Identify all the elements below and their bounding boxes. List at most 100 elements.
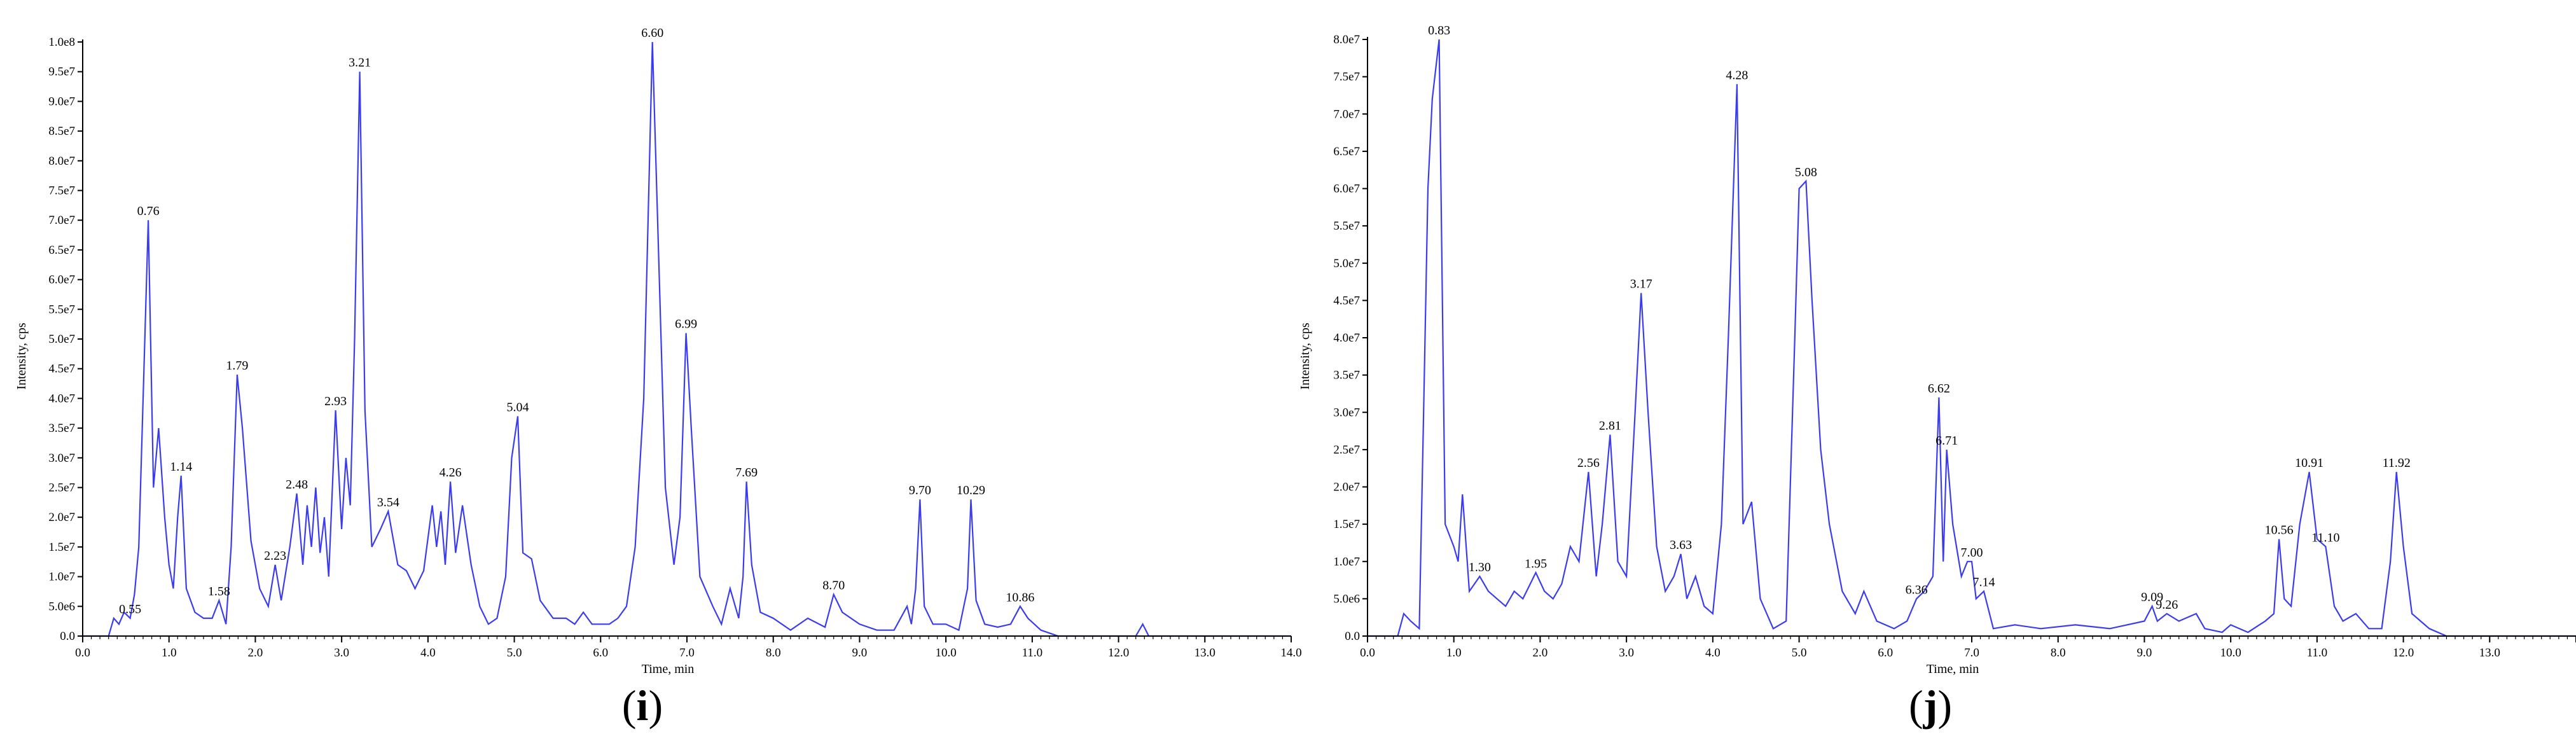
y-tick-label: 2.5e7 bbox=[1333, 443, 1360, 457]
x-axis-label: Time, min bbox=[642, 662, 695, 676]
peak-label: 1.14 bbox=[170, 460, 192, 474]
x-tick-label: 13.0 bbox=[1195, 646, 1215, 660]
peak-label: 8.70 bbox=[822, 579, 845, 593]
peak-label: 11.92 bbox=[2383, 456, 2411, 470]
peak-label: 2.93 bbox=[324, 394, 347, 408]
y-tick-label: 7.0e7 bbox=[1333, 107, 1360, 121]
x-axis-ticks: 0.0 1.0 2.0 3.0 4.0 5.0 6.0 7.0 8.0 9.0 10.0 11.0 12… bbox=[1360, 636, 2576, 660]
y-tick-label: 3.5e7 bbox=[1333, 369, 1360, 382]
x-axis-label: Time, min bbox=[1927, 662, 1979, 676]
x-tick-label: 1.0 bbox=[162, 646, 177, 660]
y-tick-label: 5.0e6 bbox=[1333, 592, 1360, 606]
x-tick-label: 4.0 bbox=[1705, 646, 1721, 660]
peak-label: 6.99 bbox=[675, 317, 697, 331]
y-tick-label: 9.0e7 bbox=[48, 95, 75, 108]
panel-label-i: (i) bbox=[621, 681, 663, 730]
peak-labels: 0.83 1.30 1.95 2.56 2.81 3.17 3.63 4.28 5.08 6.36… bbox=[1428, 24, 2411, 612]
x-tick-label: 11.0 bbox=[2307, 646, 2328, 660]
peak-label: 3.54 bbox=[377, 495, 399, 509]
x-tick-label: 14.0 bbox=[1280, 646, 1301, 660]
x-tick-label: 9.0 bbox=[852, 646, 868, 660]
y-tick-label: 7.5e7 bbox=[1333, 71, 1360, 84]
x-tick-label: 1.0 bbox=[1446, 646, 1462, 660]
x-tick-label: 12.0 bbox=[2393, 646, 2414, 660]
peak-label: 3.17 bbox=[1630, 277, 1652, 291]
x-tick-label: 7.0 bbox=[679, 646, 695, 660]
peak-label: 7.14 bbox=[1973, 576, 1995, 590]
panel-label-j: (j) bbox=[1909, 681, 1952, 730]
x-tick-label: 0.0 bbox=[75, 646, 90, 660]
x-tick-label: 10.0 bbox=[936, 646, 957, 660]
y-tick-label: 5.0e7 bbox=[1333, 257, 1360, 270]
peak-label: 0.83 bbox=[1428, 24, 1450, 38]
peak-label: 6.60 bbox=[641, 26, 663, 40]
peak-label: 6.36 bbox=[1906, 583, 1928, 597]
x-tick-label: 8.0 bbox=[2051, 646, 2066, 660]
y-tick-label: 7.5e7 bbox=[48, 184, 75, 198]
x-tick-label: 2.0 bbox=[248, 646, 263, 660]
peak-label: 1.95 bbox=[1525, 557, 1547, 571]
y-tick-label: 1.0e8 bbox=[48, 36, 75, 49]
x-tick-label: 9.0 bbox=[2137, 646, 2152, 660]
peak-label: 2.56 bbox=[1577, 456, 1600, 470]
x-tick-label: 0.0 bbox=[1360, 646, 1375, 660]
y-tick-label: 4.5e7 bbox=[48, 363, 75, 376]
peak-label: 9.26 bbox=[2156, 598, 2178, 612]
peak-label: 6.62 bbox=[1928, 382, 1950, 396]
y-axis-label: Intensity, cps bbox=[15, 322, 29, 390]
x-tick-label: 12.0 bbox=[1108, 646, 1129, 660]
chromatogram-i: Intensity, cps 0.0 5.0e6 1.0e7 1.5e7 2.0e7 2.… bbox=[15, 26, 1302, 676]
peak-label: 4.28 bbox=[1726, 68, 1748, 82]
y-tick-label: 2.0e7 bbox=[1333, 481, 1360, 494]
y-tick-label: 4.5e7 bbox=[1333, 294, 1360, 307]
peak-label: 10.86 bbox=[1006, 590, 1034, 604]
peak-labels: 0.55 0.76 1.14 1.58 1.79 2.23 2.48 2.93 3.21 3.54… bbox=[119, 26, 1034, 616]
peak-label: 2.48 bbox=[286, 478, 308, 492]
peak-label: 4.26 bbox=[440, 466, 462, 480]
x-tick-label: 5.0 bbox=[1792, 646, 1807, 660]
y-tick-label: 8.0e7 bbox=[1333, 33, 1360, 46]
peak-label: 1.30 bbox=[1469, 560, 1491, 574]
x-axis-ticks: 0.0 1.0 2.0 3.0 4.0 5.0 6.0 7.0 8.0 9.0 10.0 11.0 12… bbox=[75, 636, 1302, 660]
y-tick-label: 0.0 bbox=[60, 630, 75, 643]
y-tick-label: 1.5e7 bbox=[48, 541, 75, 554]
y-axis-ticks: 0.0 5.0e6 1.0e7 1.5e7 2.0e7 2.5e7 3.0e7 3.5e7 4.… bbox=[1333, 33, 1368, 643]
y-tick-label: 6.0e7 bbox=[48, 274, 75, 287]
y-tick-label: 9.5e7 bbox=[48, 66, 75, 79]
x-tick-label: 5.0 bbox=[507, 646, 522, 660]
x-tick-label: 3.0 bbox=[1619, 646, 1634, 660]
x-tick-label: 13.0 bbox=[2479, 646, 2500, 660]
y-tick-label: 1.0e7 bbox=[1333, 555, 1360, 569]
y-tick-label: 3.5e7 bbox=[48, 422, 75, 435]
x-tick-label: 8.0 bbox=[766, 646, 781, 660]
chromatogram-trace bbox=[1368, 39, 2576, 637]
x-tick-label: 4.0 bbox=[420, 646, 436, 660]
peak-label: 6.71 bbox=[1935, 434, 1958, 448]
peak-label: 7.00 bbox=[1961, 546, 1983, 560]
y-tick-label: 5.0e7 bbox=[48, 333, 75, 346]
y-tick-label: 7.0e7 bbox=[48, 214, 75, 227]
y-tick-label: 8.0e7 bbox=[48, 155, 75, 168]
peak-label: 9.70 bbox=[909, 483, 931, 497]
x-tick-label: 6.0 bbox=[1878, 646, 1893, 660]
y-tick-label: 4.0e7 bbox=[48, 392, 75, 405]
peak-label: 0.55 bbox=[119, 602, 141, 616]
peak-label: 11.10 bbox=[2311, 530, 2339, 544]
y-tick-label: 5.5e7 bbox=[1333, 219, 1360, 233]
peak-label: 10.56 bbox=[2265, 523, 2294, 537]
peak-label: 5.04 bbox=[507, 400, 529, 414]
peak-label: 2.23 bbox=[264, 549, 286, 563]
peak-label: 5.08 bbox=[1795, 165, 1817, 179]
y-tick-label: 1.0e7 bbox=[48, 571, 75, 584]
y-tick-label: 2.5e7 bbox=[48, 481, 75, 495]
y-tick-label: 0.0 bbox=[1345, 630, 1360, 643]
y-tick-label: 5.0e6 bbox=[48, 600, 75, 613]
x-tick-label: 6.0 bbox=[593, 646, 608, 660]
y-tick-label: 6.5e7 bbox=[48, 244, 75, 257]
y-tick-label: 3.0e7 bbox=[48, 452, 75, 465]
peak-label: 7.69 bbox=[735, 466, 758, 480]
x-tick-label: 3.0 bbox=[334, 646, 349, 660]
y-tick-label: 1.5e7 bbox=[1333, 518, 1360, 531]
peak-label: 9.09 bbox=[2141, 590, 2163, 604]
y-tick-label: 5.5e7 bbox=[48, 303, 75, 316]
